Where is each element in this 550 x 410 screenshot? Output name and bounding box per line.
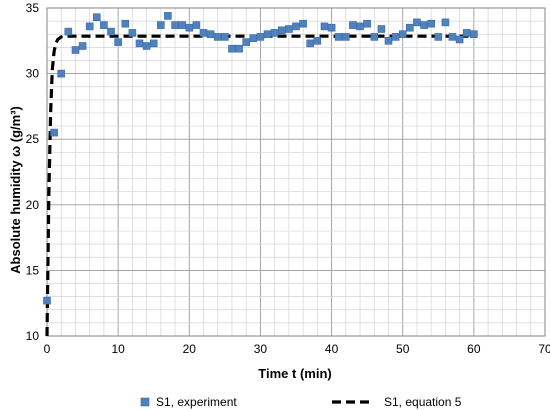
- experiment-point: [157, 21, 165, 29]
- experiment-point: [377, 25, 386, 33]
- experiment-point: [356, 22, 364, 31]
- experiment-point: [149, 39, 158, 48]
- experiment-point: [121, 19, 130, 28]
- experiment-point: [50, 128, 58, 137]
- experiment-point: [85, 22, 94, 31]
- experiment-point: [441, 18, 450, 27]
- experiment-point: [270, 29, 279, 37]
- experiment-point: [299, 19, 307, 28]
- experiment-point: [135, 39, 144, 48]
- x-tick-label: 10: [111, 342, 125, 356]
- experiment-point: [107, 27, 115, 36]
- experiment-point: [455, 35, 464, 44]
- experiment-point: [306, 39, 315, 48]
- experiment-point: [213, 33, 222, 41]
- x-tick-label: 30: [254, 342, 268, 356]
- x-tick-label: 20: [183, 342, 197, 356]
- experiment-point: [384, 36, 393, 45]
- y-tick-label: 15: [26, 263, 40, 277]
- experiment-point: [142, 42, 151, 50]
- legend-label-experiment: S1, experiment: [156, 395, 237, 409]
- experiment-point: [320, 22, 329, 31]
- experiment-point: [398, 30, 407, 39]
- experiment-point: [263, 30, 272, 39]
- experiment-point: [292, 22, 300, 31]
- experiment-point: [427, 19, 436, 28]
- x-tick-label: 40: [325, 342, 339, 356]
- experiment-point: [43, 296, 51, 305]
- experiment-point: [420, 21, 428, 29]
- experiment-point: [448, 33, 457, 41]
- x-tick-label: 0: [44, 342, 51, 356]
- experiment-point: [470, 30, 478, 39]
- experiment-point: [434, 33, 443, 41]
- series-experiment: [43, 12, 478, 305]
- experiment-point: [256, 33, 265, 41]
- experiment-point: [462, 29, 471, 37]
- experiment-point: [249, 34, 258, 43]
- experiment-point: [128, 29, 137, 37]
- experiment-point: [164, 12, 172, 20]
- experiment-point: [285, 25, 293, 33]
- experiment-point: [192, 21, 201, 29]
- x-tick-label: 70: [538, 342, 550, 356]
- experiment-point: [171, 21, 179, 29]
- grid-lines: [47, 8, 545, 336]
- experiment-point: [370, 33, 379, 41]
- experiment-point: [242, 38, 250, 46]
- x-axis-ticks: 0 10 20 30 40 50 60 70: [44, 342, 550, 356]
- y-tick-label: 25: [26, 132, 40, 146]
- experiment-point: [71, 46, 80, 54]
- y-tick-label: 35: [26, 1, 40, 15]
- x-tick-label: 50: [396, 342, 410, 356]
- experiment-point: [93, 13, 101, 21]
- experiment-point: [327, 23, 336, 32]
- legend-label-equation-5: S1, equation 5: [384, 395, 462, 409]
- y-tick-label: 30: [26, 67, 40, 81]
- series-equation-5: [45, 34, 474, 337]
- x-tick-label: 60: [467, 342, 481, 356]
- experiment-point: [199, 29, 208, 37]
- experiment-point: [57, 69, 66, 78]
- experiment-point: [64, 27, 73, 36]
- experiment-point: [413, 18, 421, 27]
- experiment-point: [178, 21, 186, 29]
- x-axis-title: Time t (min): [258, 366, 331, 381]
- experiment-point: [277, 26, 286, 35]
- experiment-point: [78, 42, 87, 50]
- y-axis-title: Absolute humidity ω (g/m³): [8, 106, 23, 274]
- experiment-point: [341, 33, 350, 41]
- experiment-point: [185, 23, 194, 32]
- y-tick-label: 10: [26, 329, 40, 343]
- experiment-point: [363, 19, 371, 28]
- experiment-point: [206, 30, 215, 39]
- experiment-point: [349, 21, 357, 29]
- legend: S1, experiment S1, equation 5: [140, 395, 462, 409]
- legend-marker-experiment: [140, 397, 150, 407]
- y-tick-label: 20: [26, 198, 40, 212]
- experiment-point: [114, 38, 122, 46]
- experiment-point: [235, 44, 243, 53]
- experiment-point: [334, 33, 343, 41]
- experiment-point: [391, 33, 400, 41]
- experiment-point: [313, 36, 322, 45]
- experiment-point: [221, 33, 229, 41]
- experiment-point: [228, 44, 236, 53]
- experiment-point: [405, 23, 414, 32]
- plot-area-frame: [46, 7, 546, 337]
- experiment-point: [100, 21, 108, 29]
- y-axis-ticks: 10 15 20 25 30 35: [26, 1, 40, 343]
- equation-5-line: [45, 34, 474, 337]
